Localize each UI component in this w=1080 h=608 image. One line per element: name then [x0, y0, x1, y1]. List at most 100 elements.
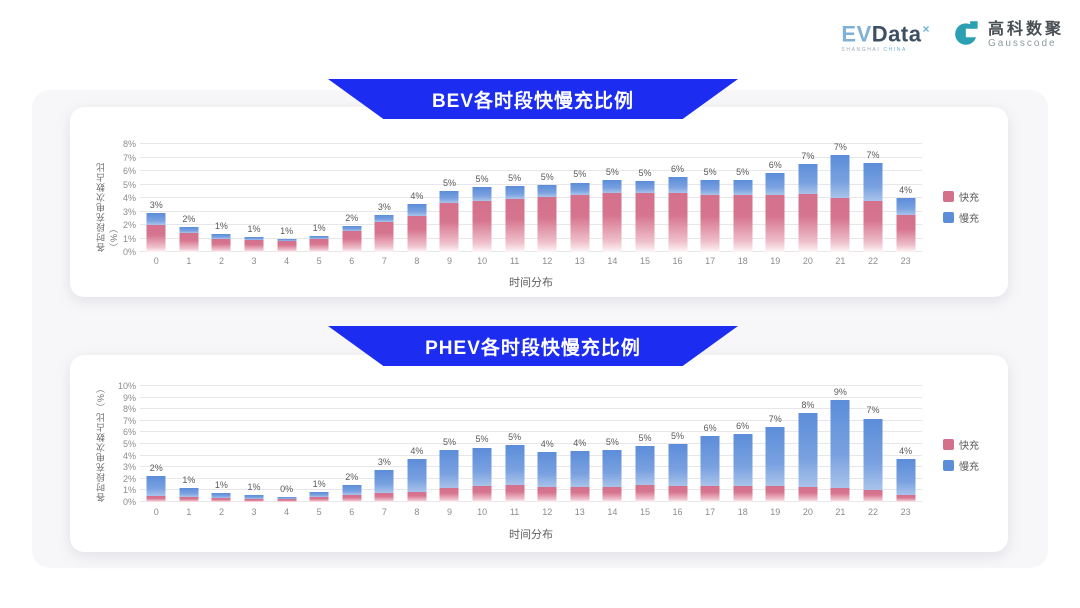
bar-segment-fast: [472, 200, 492, 252]
x-tick-label: 2: [218, 507, 224, 517]
gridline: [140, 501, 922, 502]
bar-slot-21: 7%: [824, 142, 857, 252]
y-tick-label: 6%: [122, 166, 136, 176]
legend-item-slow[interactable]: 慢充: [943, 458, 979, 473]
bar-segment-fast: [407, 491, 427, 502]
bar-segment-fast: [570, 486, 590, 502]
bev-chart-card: 各时段充电次数占比（%） 0% 1% 2% 3% 4% 5% 6% 7% 8% 3% 2% 1% 1%…: [70, 107, 1008, 297]
gausscode-text: 高科数聚 Gausscode: [988, 21, 1064, 50]
bar-segment-slow: [244, 237, 264, 240]
gridline: [140, 143, 922, 144]
x-tick-label: 17: [705, 507, 716, 517]
bar-value-label: 7%: [866, 405, 880, 416]
bar-segment-slow: [472, 187, 492, 201]
bar-segment-slow: [146, 476, 166, 497]
bar-value-label: 5%: [638, 433, 652, 444]
legend: 快充 慢充: [943, 189, 979, 225]
bar-slot-18: 6%: [726, 386, 759, 502]
gridline: [140, 396, 922, 398]
bar-value-label: 5%: [442, 178, 456, 189]
gridline: [140, 454, 922, 456]
x-tick-label: 15: [639, 256, 650, 266]
x-tick-label: 13: [574, 256, 585, 266]
bar-slot-2: 1%: [205, 144, 238, 252]
bar-slot-14: 5%: [596, 144, 629, 252]
bar-value-label: 5%: [508, 172, 522, 183]
bar-slot-0: 2%: [140, 386, 173, 502]
x-tick-label: 11: [509, 256, 520, 266]
bar-value-label: 2%: [149, 463, 163, 474]
bar-segment-fast: [179, 233, 199, 252]
bar-slot-22: 7%: [857, 386, 890, 502]
x-tick-label: 20: [802, 507, 813, 517]
bars-row: 3% 2% 1% 1% 1% 1% 2% 3% 4% 5% 5% 5% 5% 5% 5% 5% 6% 5% 5% 6%…: [140, 142, 922, 252]
bar-segment-fast: [635, 484, 655, 502]
x-tick-label: 17: [705, 256, 716, 266]
bar-segment-slow: [602, 449, 622, 487]
legend-item-fast[interactable]: 快充: [943, 437, 979, 452]
bar-segment-slow: [863, 418, 883, 491]
evdata-data-text: Data: [871, 21, 922, 47]
gridline: [140, 385, 922, 386]
bar-segment-fast: [602, 486, 622, 502]
x-tick-label: 4: [284, 507, 290, 517]
bar-segment-fast: [505, 199, 525, 252]
bar-slot-12: 4%: [531, 386, 564, 502]
bar-slot-1: 2%: [173, 144, 206, 252]
bar-segment-fast: [244, 239, 264, 252]
x-tick-label: 7: [381, 256, 387, 266]
legend-label-slow: 慢充: [959, 214, 979, 225]
bar-value-label: 5%: [508, 432, 522, 443]
gridline: [140, 210, 922, 212]
bar-slot-14: 5%: [596, 386, 629, 502]
bar-segment-slow: [472, 447, 492, 486]
bar-segment-fast: [896, 495, 916, 502]
x-tick-label: 9: [446, 507, 452, 517]
bev-chart-title-banner: BEV各时段快慢充比例: [328, 79, 738, 119]
bar-segment-slow: [505, 185, 525, 200]
bar-segment-fast: [537, 196, 557, 252]
legend-item-fast[interactable]: 快充: [943, 189, 979, 204]
y-tick-label: 3%: [122, 206, 136, 217]
bar-slot-6: 2%: [335, 386, 368, 502]
legend-item-slow[interactable]: 慢充: [943, 210, 979, 225]
x-tick-label: 2: [218, 256, 224, 266]
bar-segment-fast: [765, 195, 785, 252]
bar-value-label: 1%: [312, 223, 326, 234]
bar-segment-slow: [537, 452, 557, 487]
bar-segment-fast: [668, 192, 688, 252]
slow-charge-swatch: [943, 460, 954, 471]
bar-segment-fast: [374, 493, 394, 502]
bar-slot-4: 0%: [270, 386, 303, 502]
bar-value-label: 8%: [801, 399, 815, 410]
bar-value-label: 4%: [410, 446, 424, 457]
bar-segment-fast: [537, 486, 557, 502]
bar-segment-slow: [505, 445, 525, 485]
y-tick-label: 7%: [122, 152, 136, 163]
bar-segment-fast: [635, 193, 655, 252]
bar-segment-fast: [309, 497, 329, 502]
bar-slot-13: 5%: [564, 144, 597, 252]
x-tick-label: 11: [509, 507, 520, 517]
bar-slot-16: 5%: [661, 386, 694, 502]
bar-value-label: 5%: [605, 436, 619, 447]
x-tick-label: 14: [607, 256, 618, 266]
evdata-ev-text: EV: [841, 21, 872, 47]
bar-segment-slow: [439, 191, 459, 204]
bar-slot-15: 5%: [629, 144, 662, 252]
gridline: [140, 443, 922, 444]
bar-segment-slow: [668, 444, 688, 486]
bar-value-label: 5%: [736, 167, 750, 178]
bar-value-label: 0%: [280, 483, 294, 494]
bar-segment-fast: [277, 240, 297, 252]
bar-slot-10: 5%: [466, 144, 499, 252]
bar-slot-17: 6%: [694, 386, 727, 502]
gausscode-icon: [954, 18, 982, 53]
bar-slot-8: 4%: [401, 386, 434, 502]
bar-value-label: 5%: [475, 434, 489, 445]
x-tick-label: 23: [900, 256, 911, 266]
bar-value-label: 7%: [801, 151, 815, 162]
bar-slot-10: 5%: [466, 386, 499, 502]
x-tick-label: 19: [770, 507, 781, 517]
y-tick-label: 9%: [122, 392, 136, 403]
